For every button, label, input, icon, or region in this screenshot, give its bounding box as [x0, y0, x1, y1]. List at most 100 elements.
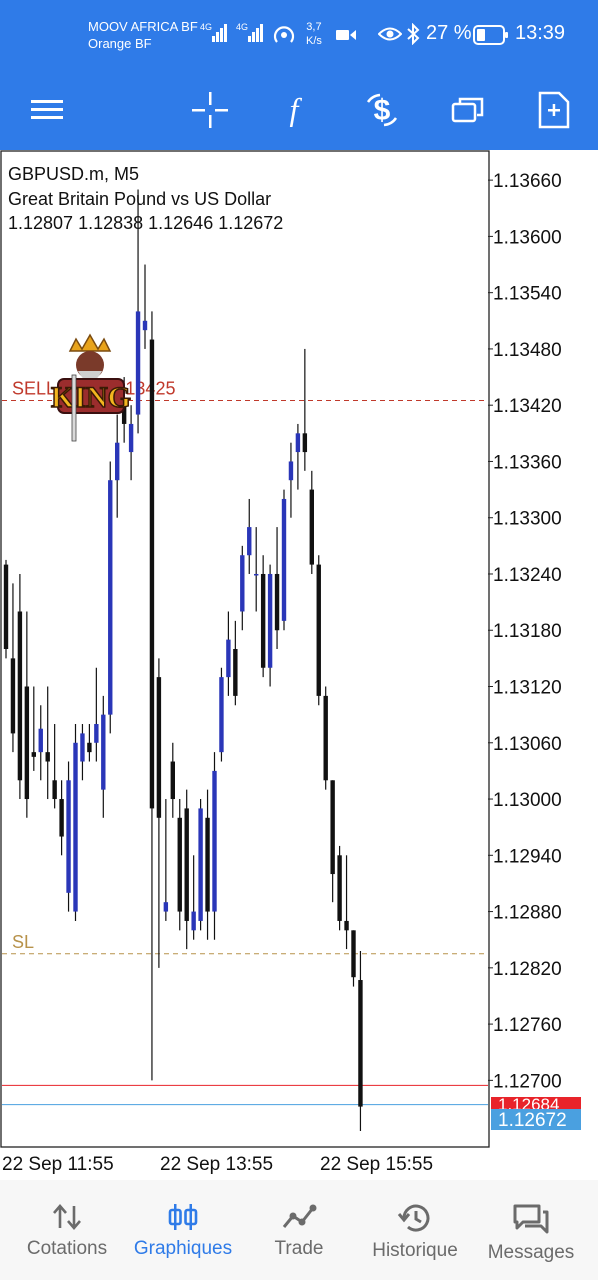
ask-price-label: 1.12672 [498, 1110, 567, 1131]
new-order-button[interactable]: $ [354, 82, 410, 138]
bearish-candle [24, 686, 30, 800]
bullish-candle [66, 780, 71, 893]
indicators-icon: f [290, 92, 303, 127]
bearish-candle [184, 808, 189, 921]
bullish-candle [163, 902, 169, 912]
clock: 13:39 [515, 22, 566, 44]
bearish-candle [177, 817, 182, 912]
y-tick-label: 1.13420 [493, 396, 562, 417]
bullish-candle [240, 555, 245, 612]
chart-header: GBPUSD.m, M5 Great Britain Pound vs US D… [8, 162, 283, 236]
bearish-candle [59, 799, 64, 837]
carrier-2: Orange BF [88, 36, 152, 51]
nav-trade-label: Trade [274, 1238, 324, 1259]
nav-messages-label: Messages [487, 1242, 575, 1263]
bullish-candle [247, 527, 252, 556]
hotspot-icon [273, 26, 295, 43]
speed-value: 3,7 [306, 21, 322, 33]
bearish-candle [3, 564, 9, 649]
bullish-candle [295, 433, 301, 453]
signal-2-tech: 4G [236, 22, 249, 32]
x-tick-label: 22 Sep 11:55 [2, 1154, 114, 1175]
video-icon [336, 30, 356, 40]
bearish-candle [260, 573, 266, 668]
y-tick-label: 1.13180 [493, 621, 562, 642]
symbol-timeframe: GBPUSD.m, M5 [8, 164, 140, 184]
bullish-candle [219, 677, 224, 753]
svg-text:$: $ [374, 94, 391, 127]
battery-percent: 27 % [426, 22, 472, 44]
bearish-candle [170, 761, 175, 800]
bearish-candle [87, 742, 92, 753]
windows-button[interactable] [440, 82, 496, 138]
bullish-candle [101, 714, 106, 790]
bullish-candle [142, 320, 148, 331]
crosshair-button[interactable] [182, 82, 238, 138]
y-tick-label: 1.12760 [493, 1015, 562, 1036]
y-tick-label: 1.13060 [493, 734, 562, 755]
signal-1-icon [212, 24, 227, 42]
y-tick-label: 1.12880 [493, 903, 562, 924]
bearish-candle [330, 780, 335, 875]
bullish-candle [212, 770, 217, 912]
bearish-candle [316, 564, 321, 696]
bullish-candle [281, 498, 287, 621]
logo-text: KING [51, 381, 131, 414]
bullish-candle [80, 733, 85, 762]
battery-icon [473, 25, 508, 45]
indicators-button[interactable]: f [266, 82, 322, 138]
nav-trade[interactable]: Trade [240, 1200, 358, 1270]
bearish-candle [52, 780, 57, 800]
bullish-candle [38, 728, 43, 753]
bullish-candle [254, 573, 259, 576]
bullish-candle [73, 742, 78, 912]
new-document-icon [538, 91, 570, 129]
stop-loss-label: SL [12, 932, 34, 952]
menu-icon [31, 100, 63, 119]
bearish-candle [31, 752, 36, 757]
nav-charts-label: Graphiques [133, 1238, 233, 1259]
y-tick-label: 1.12700 [493, 1071, 562, 1092]
nav-quotes[interactable]: Cotations [8, 1200, 126, 1270]
bearish-candle [337, 855, 342, 921]
bearish-candle [351, 930, 356, 978]
nav-history-label: Historique [372, 1240, 458, 1261]
eye-icon [378, 27, 402, 41]
king-logo: KING [50, 333, 132, 442]
chart-frame [0, 150, 490, 1148]
history-icon [397, 1204, 430, 1232]
bearish-candle [149, 339, 155, 809]
windows-icon [451, 97, 484, 123]
nav-history[interactable]: Historique [356, 1200, 474, 1270]
nav-quotes-label: Cotations [26, 1238, 108, 1259]
bullish-candle [115, 442, 120, 481]
carrier-1: MOOV AFRICA BF [88, 19, 198, 34]
y-tick-label: 1.13540 [493, 284, 562, 305]
nav-charts[interactable]: Graphiques [124, 1200, 242, 1270]
bearish-candle [17, 611, 23, 781]
new-chart-button[interactable] [526, 82, 582, 138]
y-tick-label: 1.13600 [493, 227, 562, 248]
bearish-candle [156, 677, 162, 818]
bullish-candle [135, 311, 141, 415]
app-toolbar: f $ [0, 70, 598, 150]
bearish-candle [302, 433, 308, 453]
charts-icon [168, 1204, 198, 1230]
speed-unit: K/s [306, 35, 322, 47]
y-tick-label: 1.12820 [493, 959, 562, 980]
network-speed: 3,7 K/s [306, 20, 322, 48]
signal-1-tech: 4G [200, 22, 213, 32]
bearish-candle [323, 695, 328, 781]
status-bar: MOOV AFRICA BF Orange BF 4G 4G 3,7 K/s 2… [0, 0, 598, 70]
y-tick-label: 1.13480 [493, 340, 562, 361]
trade-icon [282, 1204, 317, 1228]
carrier-labels: MOOV AFRICA BF Orange BF [88, 18, 198, 52]
menu-button[interactable] [19, 82, 75, 138]
quotes-icon [53, 1204, 81, 1230]
crosshair-icon [192, 92, 228, 128]
symbol-description: Great Britain Pound vs US Dollar [8, 188, 272, 209]
bearish-candle [274, 573, 280, 631]
nav-messages[interactable]: Messages [472, 1200, 590, 1270]
